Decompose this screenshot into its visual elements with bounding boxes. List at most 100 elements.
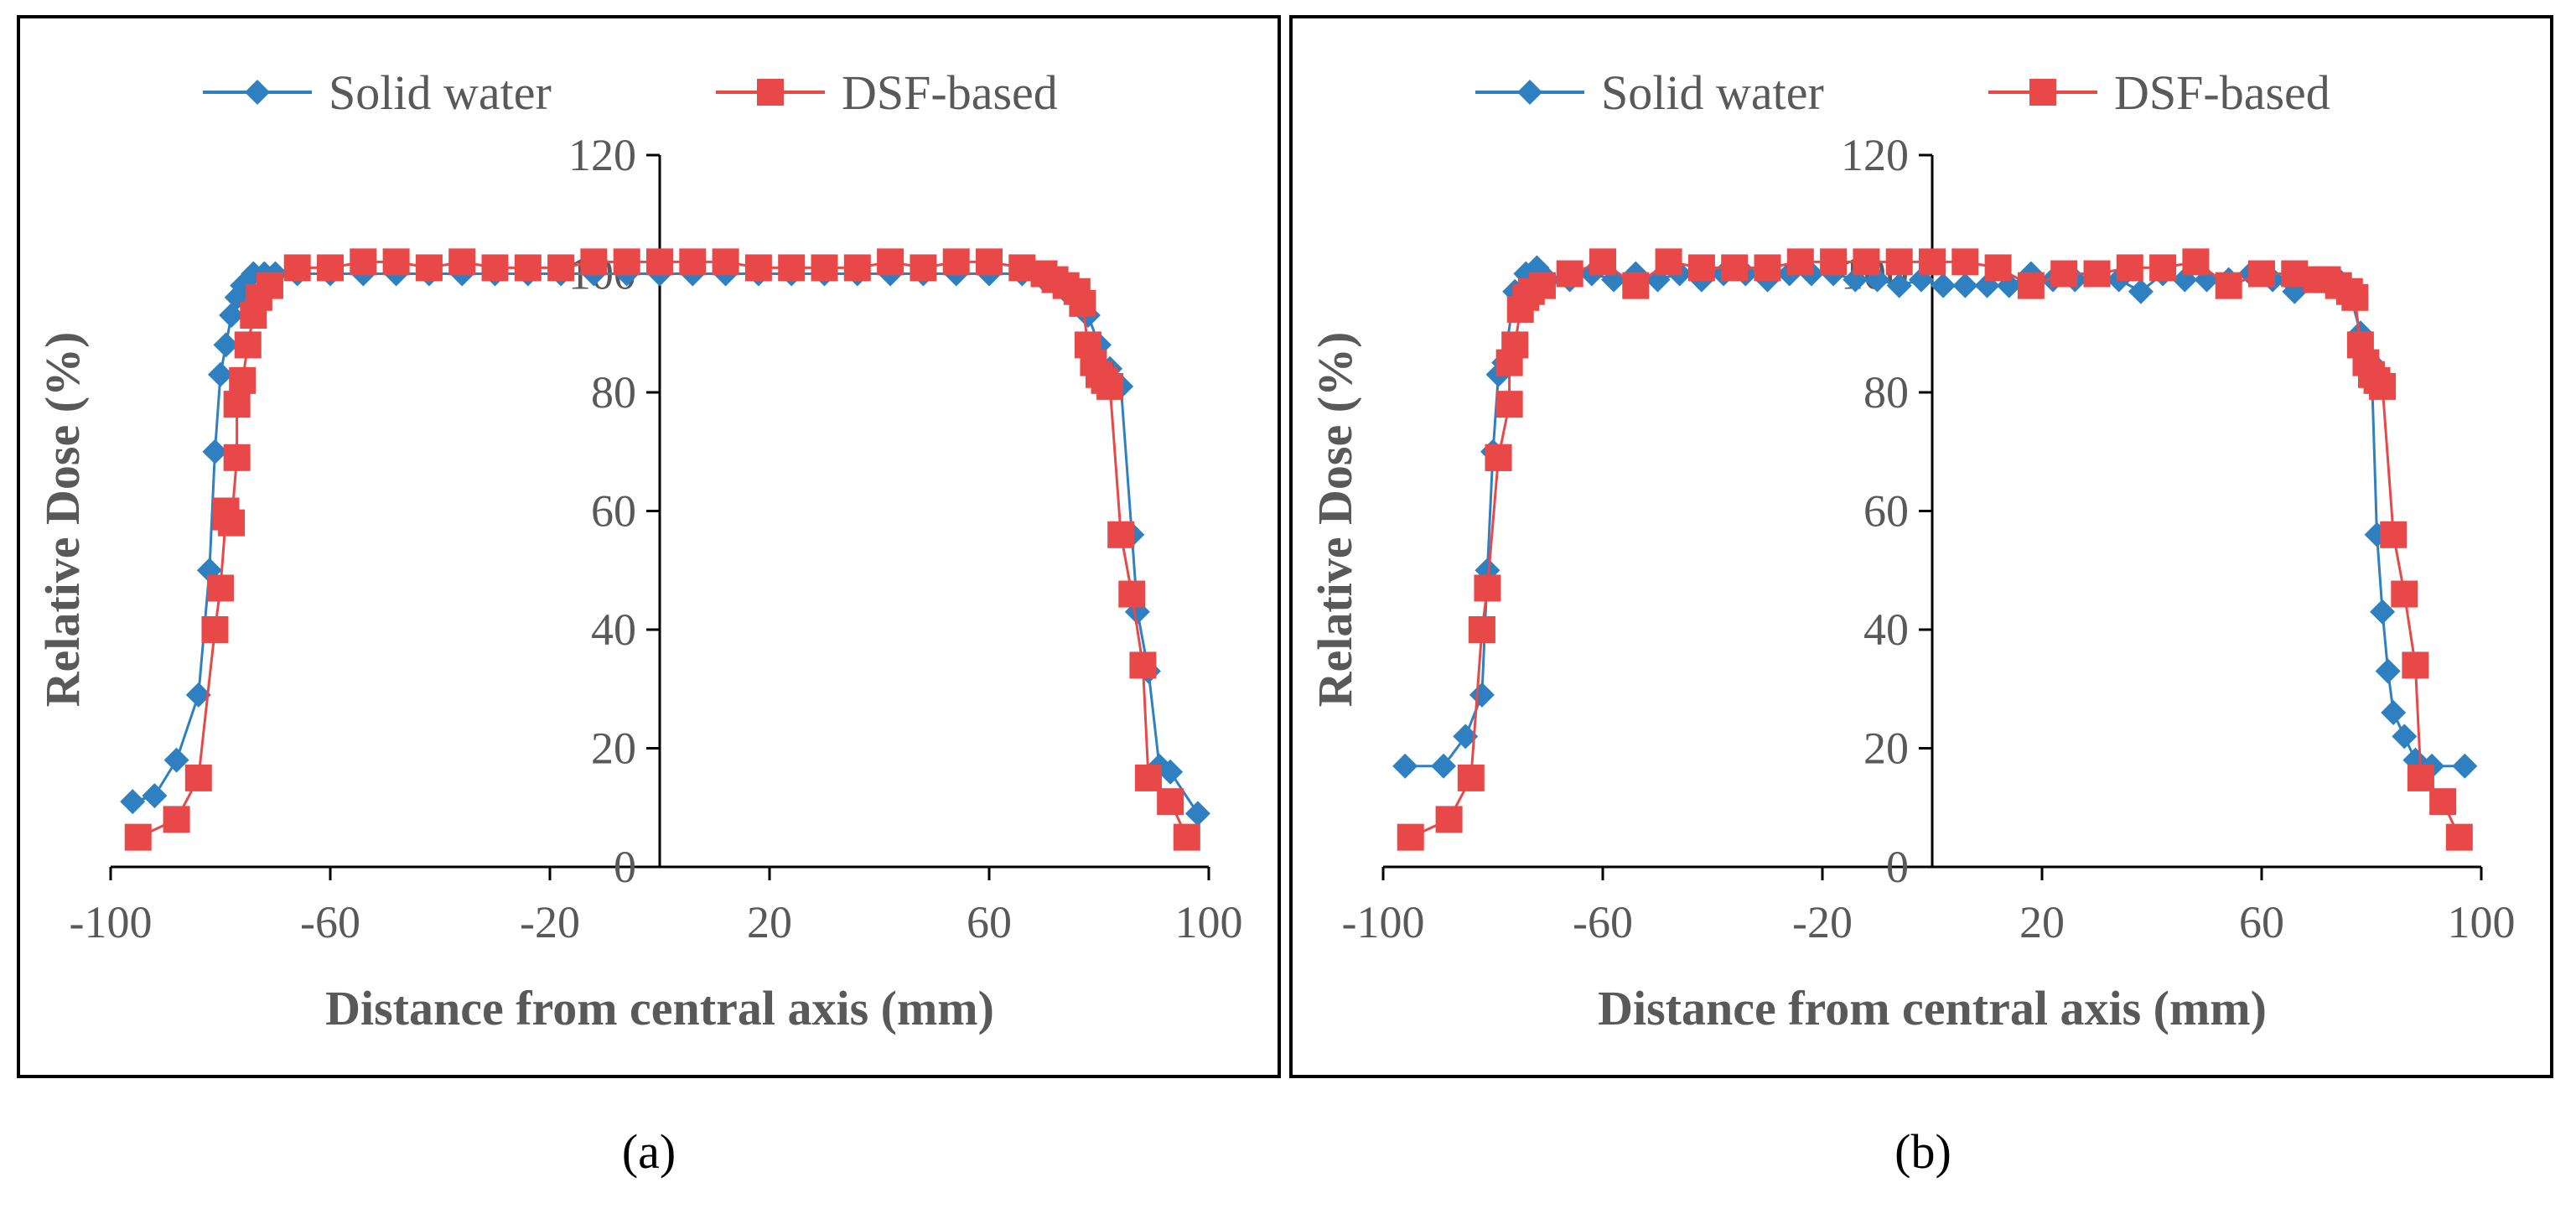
legend-marker bbox=[245, 80, 270, 105]
data-point bbox=[448, 248, 476, 276]
data-point bbox=[1392, 753, 1418, 779]
data-point bbox=[256, 272, 283, 299]
legend-label: Solid water bbox=[1601, 65, 1824, 120]
data-point bbox=[481, 254, 509, 282]
data-point bbox=[2407, 764, 2434, 791]
chart-svg-a: -100-60-202060100020406080100120Distance… bbox=[35, 65, 1243, 1035]
y-tick-label: 0 bbox=[1886, 842, 1909, 892]
x-tick-label: -100 bbox=[70, 897, 153, 947]
data-point bbox=[646, 248, 673, 276]
data-point bbox=[1495, 391, 1523, 418]
data-point bbox=[1157, 788, 1184, 816]
data-point bbox=[124, 823, 152, 851]
x-tick-label: 100 bbox=[1175, 897, 1243, 947]
data-point bbox=[1107, 521, 1135, 548]
data-point bbox=[1129, 651, 1157, 679]
data-point bbox=[229, 366, 257, 394]
legend-label: DSF-based bbox=[842, 65, 1058, 120]
legend-item-dsf-based: DSF-based bbox=[716, 65, 1058, 120]
data-point bbox=[679, 248, 707, 276]
data-point bbox=[942, 248, 970, 276]
data-point bbox=[2248, 260, 2275, 288]
data-point bbox=[1622, 272, 1650, 299]
data-point bbox=[201, 616, 229, 643]
series-line bbox=[137, 260, 1189, 838]
data-point bbox=[2380, 521, 2408, 548]
data-point bbox=[1069, 289, 1096, 317]
x-tick-label: -60 bbox=[1573, 897, 1633, 947]
data-point bbox=[223, 444, 251, 471]
x-tick-label: -100 bbox=[1342, 897, 1425, 947]
data-point bbox=[1687, 254, 1715, 282]
data-point bbox=[1952, 272, 1978, 298]
data-point bbox=[1996, 272, 2022, 298]
data-point bbox=[2050, 260, 2078, 288]
data-point bbox=[1589, 248, 1616, 276]
data-point bbox=[2391, 580, 2418, 608]
data-point bbox=[547, 254, 575, 282]
data-point bbox=[1158, 759, 1184, 785]
legend-marker bbox=[1517, 80, 1542, 105]
data-point bbox=[910, 254, 937, 282]
caption-b: (b) bbox=[1894, 1124, 1951, 1179]
series-dsf-based bbox=[1397, 248, 2473, 851]
data-point bbox=[1721, 254, 1749, 282]
data-point bbox=[1435, 806, 1463, 833]
data-point bbox=[415, 254, 443, 282]
y-tick-label: 40 bbox=[1863, 604, 1909, 655]
data-point bbox=[163, 747, 189, 773]
data-point bbox=[580, 248, 608, 276]
data-point bbox=[2402, 651, 2429, 679]
y-tick-label: 40 bbox=[591, 604, 636, 655]
x-axis-title: Distance from central axis (mm) bbox=[325, 981, 994, 1035]
data-point bbox=[2182, 248, 2210, 276]
x-tick-label: 100 bbox=[2448, 897, 2516, 947]
series-solid-water bbox=[120, 261, 1210, 827]
data-point bbox=[2445, 823, 2473, 851]
data-point bbox=[163, 806, 190, 833]
data-point bbox=[1501, 331, 1529, 359]
data-point bbox=[202, 438, 228, 464]
data-point bbox=[1397, 823, 1424, 851]
data-point bbox=[1556, 260, 1583, 288]
y-axis-title: Relative Dose (%) bbox=[1308, 332, 1362, 708]
data-point bbox=[1173, 823, 1200, 851]
series-dsf-based bbox=[124, 248, 1200, 851]
data-point bbox=[2128, 278, 2154, 304]
y-tick-label: 0 bbox=[614, 842, 636, 892]
data-point bbox=[1885, 248, 1913, 276]
y-tick-label: 80 bbox=[591, 367, 636, 418]
data-point bbox=[2341, 283, 2369, 311]
data-point bbox=[1457, 764, 1485, 791]
data-point bbox=[843, 254, 871, 282]
legend-marker bbox=[2029, 79, 2056, 106]
data-point bbox=[120, 789, 146, 815]
series-line bbox=[132, 272, 1200, 815]
data-point bbox=[2392, 724, 2418, 750]
y-axis-title: Relative Dose (%) bbox=[35, 332, 90, 708]
data-point bbox=[1485, 444, 1512, 471]
data-point bbox=[1919, 248, 1946, 276]
data-point bbox=[1655, 248, 1682, 276]
chart-panel-a: -100-60-202060100020406080100120Distance… bbox=[17, 15, 1281, 1078]
y-tick-label: 120 bbox=[1841, 130, 1909, 180]
data-point bbox=[223, 391, 251, 418]
data-point bbox=[1931, 272, 1957, 298]
legend-label: DSF-based bbox=[2114, 65, 2330, 120]
legend-item-dsf-based: DSF-based bbox=[1988, 65, 2330, 120]
data-point bbox=[811, 254, 838, 282]
data-point bbox=[744, 254, 772, 282]
legend-item-solid-water: Solid water bbox=[203, 65, 552, 120]
data-point bbox=[2149, 254, 2177, 282]
data-point bbox=[1528, 272, 1556, 299]
data-point bbox=[185, 682, 211, 708]
series-line bbox=[1410, 260, 2461, 838]
data-point bbox=[1951, 248, 1979, 276]
data-point bbox=[1474, 574, 1501, 602]
data-point bbox=[1469, 682, 1495, 708]
data-point bbox=[1118, 580, 1146, 608]
data-point bbox=[2375, 658, 2401, 684]
data-point bbox=[1453, 724, 1479, 750]
data-point bbox=[2381, 700, 2407, 726]
legend-marker bbox=[757, 79, 784, 106]
